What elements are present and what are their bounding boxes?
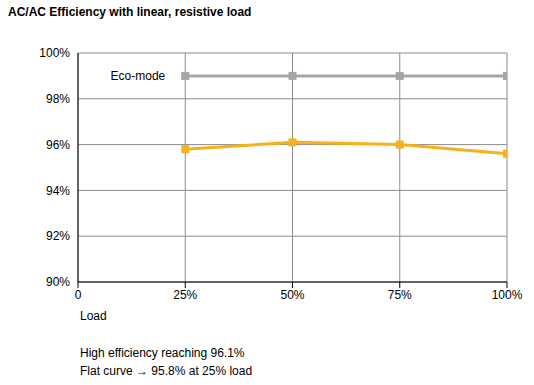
- svg-text:92%: 92%: [46, 229, 70, 243]
- svg-text:98%: 98%: [46, 92, 70, 106]
- svg-text:100%: 100%: [39, 46, 70, 60]
- svg-text:25%: 25%: [173, 288, 197, 302]
- svg-text:96%: 96%: [46, 138, 70, 152]
- svg-text:100%: 100%: [492, 288, 523, 302]
- html-text:High efficiency reaching 96.1%: High efficiency reaching 96.1%: [80, 346, 245, 360]
- html-text:Flat curve → 95.8% at 25% load: Flat curve → 95.8% at 25% load: [80, 364, 253, 378]
- svg-text:Load: Load: [80, 309, 107, 323]
- html-text:AC/AC Efficiency with linear,: AC/AC Efficiency with linear, resistive …: [8, 5, 252, 19]
- svg-text:0: 0: [75, 288, 82, 302]
- svg-text:90%: 90%: [46, 275, 70, 289]
- svg-text:Eco-mode: Eco-mode: [111, 69, 166, 83]
- svg-text:75%: 75%: [388, 288, 412, 302]
- svg-text:94%: 94%: [46, 184, 70, 198]
- svg-text:50%: 50%: [280, 288, 304, 302]
